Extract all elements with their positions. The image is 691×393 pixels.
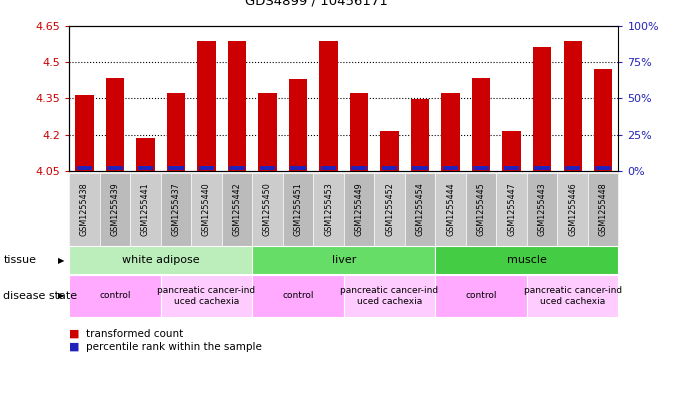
Text: GSM1255449: GSM1255449	[354, 182, 363, 236]
Bar	[290, 165, 306, 170]
Bar	[77, 165, 92, 170]
Bar	[504, 165, 520, 170]
Bar	[229, 165, 245, 170]
Bar	[75, 95, 93, 171]
Text: GSM1255450: GSM1255450	[263, 182, 272, 236]
Bar	[350, 94, 368, 171]
Bar	[411, 99, 429, 171]
Bar	[136, 138, 155, 171]
Bar	[260, 165, 275, 170]
Text: pancreatic cancer-ind
uced cachexia: pancreatic cancer-ind uced cachexia	[341, 286, 439, 306]
Bar	[197, 41, 216, 171]
Bar	[502, 131, 521, 171]
Bar	[563, 41, 582, 171]
Bar	[442, 94, 460, 171]
Bar	[473, 165, 489, 170]
Bar	[321, 165, 337, 170]
Bar	[534, 165, 550, 170]
Bar	[380, 131, 399, 171]
Bar	[472, 78, 490, 171]
Text: percentile rank within the sample: percentile rank within the sample	[86, 342, 263, 352]
Text: GSM1255440: GSM1255440	[202, 182, 211, 236]
Text: pancreatic cancer-ind
uced cachexia: pancreatic cancer-ind uced cachexia	[524, 286, 622, 306]
Text: GSM1255439: GSM1255439	[111, 182, 120, 236]
Text: control: control	[465, 292, 497, 300]
Bar	[594, 69, 612, 171]
Bar	[413, 165, 428, 170]
Bar	[167, 94, 185, 171]
Bar	[319, 41, 338, 171]
Text: ■: ■	[69, 329, 79, 339]
Text: control: control	[282, 292, 314, 300]
Text: ▶: ▶	[57, 292, 64, 300]
Text: GSM1255443: GSM1255443	[538, 182, 547, 236]
Bar	[198, 165, 214, 170]
Text: ▶: ▶	[57, 256, 64, 264]
Bar	[106, 78, 124, 171]
Bar	[443, 165, 458, 170]
Bar	[228, 41, 246, 171]
Text: GSM1255437: GSM1255437	[171, 182, 180, 236]
Text: GDS4899 / 10456171: GDS4899 / 10456171	[245, 0, 388, 8]
Bar	[565, 165, 580, 170]
Bar	[381, 165, 397, 170]
Text: GSM1255448: GSM1255448	[598, 182, 607, 236]
Bar	[596, 165, 611, 170]
Bar	[351, 165, 367, 170]
Text: GSM1255446: GSM1255446	[568, 182, 577, 236]
Text: ■: ■	[69, 342, 79, 352]
Text: GSM1255451: GSM1255451	[294, 182, 303, 236]
Text: GSM1255454: GSM1255454	[415, 182, 424, 236]
Text: disease state: disease state	[3, 291, 77, 301]
Text: pancreatic cancer-ind
uced cachexia: pancreatic cancer-ind uced cachexia	[158, 286, 256, 306]
Text: control: control	[99, 292, 131, 300]
Bar	[168, 165, 184, 170]
Text: GSM1255445: GSM1255445	[477, 182, 486, 236]
Bar	[138, 165, 153, 170]
Text: GSM1255452: GSM1255452	[385, 182, 394, 236]
Bar	[258, 94, 276, 171]
Text: tissue: tissue	[3, 255, 37, 265]
Text: white adipose: white adipose	[122, 255, 200, 265]
Text: liver: liver	[332, 255, 356, 265]
Text: GSM1255447: GSM1255447	[507, 182, 516, 236]
Text: GSM1255442: GSM1255442	[232, 182, 241, 236]
Text: GSM1255438: GSM1255438	[80, 182, 89, 236]
Bar	[289, 79, 307, 171]
Text: GSM1255441: GSM1255441	[141, 182, 150, 236]
Bar	[533, 48, 551, 171]
Text: GSM1255453: GSM1255453	[324, 182, 333, 236]
Bar	[107, 165, 123, 170]
Text: muscle: muscle	[507, 255, 547, 265]
Text: transformed count: transformed count	[86, 329, 184, 339]
Text: GSM1255444: GSM1255444	[446, 182, 455, 236]
